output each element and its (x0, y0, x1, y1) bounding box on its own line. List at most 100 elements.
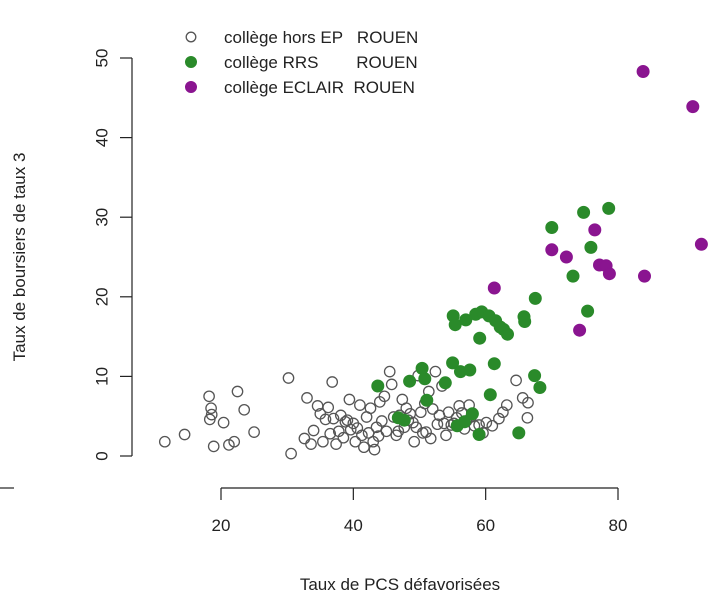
point-rrs (528, 291, 542, 305)
point-rrs (533, 381, 547, 394)
point-hors-ep (327, 412, 340, 425)
point-eclair (636, 65, 650, 78)
y-tick-label: 20 (92, 287, 111, 306)
point-hors-ep (429, 365, 442, 378)
point-hors-ep (298, 432, 311, 445)
point-hors-ep (301, 392, 313, 404)
point-eclair (573, 323, 587, 337)
legend-label: collège hors EP ROUEN (224, 28, 418, 47)
point-rrs (459, 313, 473, 327)
y-axis-title: Taux de boursiers de taux 3 (10, 153, 29, 362)
point-hors-ep (238, 403, 251, 416)
x-tick-label: 60 (476, 516, 495, 535)
point-hors-ep (431, 418, 444, 431)
data-points (158, 65, 708, 460)
point-rrs (581, 304, 595, 318)
point-hors-ep (354, 399, 366, 411)
point-hors-ep (322, 401, 335, 414)
point-hors-ep (158, 435, 171, 448)
point-eclair (487, 281, 501, 295)
x-axis-title: Taux de PCS défavorisées (300, 575, 500, 594)
point-rrs (472, 428, 486, 441)
point-hors-ep (378, 390, 391, 403)
legend-marker (185, 31, 197, 43)
point-rrs (584, 240, 598, 254)
x-tick-label: 80 (609, 516, 628, 535)
point-hors-ep (408, 435, 421, 448)
point-eclair (559, 250, 573, 264)
point-hors-ep (383, 365, 396, 378)
point-rrs (528, 369, 542, 383)
point-hors-ep (205, 408, 218, 421)
point-hors-ep (392, 425, 405, 438)
point-rrs (566, 269, 580, 283)
point-hors-ep (349, 435, 362, 448)
point-hors-ep (343, 393, 356, 406)
point-hors-ep (442, 406, 455, 419)
point-hors-ep (282, 372, 295, 384)
point-hors-ep (305, 438, 317, 450)
legend-label: collège ECLAIR ROUEN (224, 78, 415, 97)
legend-marker (185, 56, 197, 68)
point-hors-ep (480, 416, 493, 429)
y-tick-label: 50 (92, 49, 111, 68)
point-rrs (458, 415, 471, 429)
point-eclair (638, 269, 651, 283)
point-eclair (545, 243, 559, 257)
point-hors-ep (385, 378, 398, 391)
point-rrs (512, 426, 526, 440)
point-hors-ep (380, 425, 393, 438)
point-hors-ep (521, 411, 534, 424)
point-hors-ep (178, 428, 191, 441)
legend: collège hors EP ROUEN collège RRS ROUEN co… (185, 28, 418, 97)
point-hors-ep (319, 413, 332, 426)
point-hors-ep (426, 403, 439, 415)
y-tick-label: 40 (92, 128, 111, 147)
point-rrs (420, 393, 434, 407)
point-rrs (473, 331, 487, 345)
point-hors-ep (356, 429, 368, 442)
point-hors-ep (375, 415, 388, 427)
point-rrs (448, 318, 462, 332)
point-hors-ep (231, 385, 244, 398)
point-hors-ep (228, 435, 241, 448)
point-hors-ep (285, 447, 297, 460)
point-hors-ep (493, 412, 505, 425)
point-hors-ep (205, 402, 217, 415)
point-hors-ep (522, 396, 534, 409)
point-eclair (694, 237, 708, 251)
point-hors-ep (358, 441, 370, 454)
point-rrs (446, 356, 460, 370)
point-rrs (501, 327, 514, 341)
point-rrs (545, 221, 559, 234)
point-hors-ep (248, 426, 260, 438)
point-hors-ep (497, 406, 509, 419)
point-hors-ep (500, 399, 513, 411)
point-hors-ep (207, 440, 220, 453)
y-tick-label: 0 (92, 451, 111, 460)
point-rrs (483, 388, 497, 402)
point-hors-ep (203, 390, 215, 403)
legend-marker (185, 81, 197, 93)
point-rrs (577, 205, 591, 219)
legend-label: collège RRS ROUEN (224, 53, 418, 72)
point-hors-ep (364, 402, 377, 415)
x-tick-label: 40 (344, 516, 363, 535)
point-rrs (397, 413, 411, 427)
point-hors-ep (330, 438, 342, 450)
point-hors-ep (368, 443, 381, 456)
point-hors-ep (440, 429, 452, 442)
point-rrs (371, 379, 385, 393)
point-hors-ep (324, 427, 337, 440)
point-hors-ep (217, 416, 230, 429)
point-hors-ep (510, 374, 522, 387)
point-hors-ep (317, 435, 329, 448)
point-hors-ep (307, 424, 320, 437)
point-rrs (418, 372, 432, 386)
x-tick-label: 20 (212, 516, 231, 535)
point-hors-ep (339, 415, 352, 428)
point-hors-ep (337, 431, 350, 444)
point-hors-ep (453, 400, 466, 412)
y-axis: 0 10 20 30 40 50 Taux de boursiers de taux 3 (10, 49, 133, 461)
